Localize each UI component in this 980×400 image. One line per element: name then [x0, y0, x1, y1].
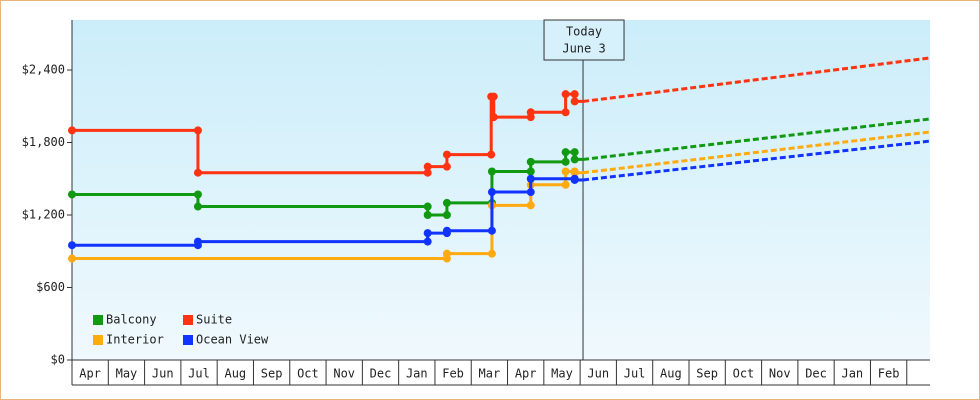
- x-tick-label: Jul: [624, 367, 646, 381]
- price-marker: [487, 167, 496, 176]
- x-tick-label: Feb: [442, 367, 464, 381]
- x-tick-label: Nov: [769, 367, 791, 381]
- price-marker: [68, 190, 76, 199]
- legend-swatch: [93, 335, 103, 345]
- price-marker: [442, 150, 451, 159]
- price-marker: [423, 162, 432, 171]
- y-tick-label: $1,800: [22, 135, 65, 149]
- price-marker: [489, 113, 498, 122]
- projection-line: [582, 139, 931, 182]
- price-marker: [442, 249, 451, 258]
- price-marker: [526, 174, 535, 183]
- price-marker: [570, 175, 579, 184]
- x-tick-label: Jan: [841, 367, 863, 381]
- price-marker: [193, 202, 202, 211]
- today-box: [543, 19, 625, 61]
- projection-line: [582, 130, 931, 175]
- price-marker: [570, 90, 579, 99]
- x-tick-label: Jul: [188, 367, 210, 381]
- price-marker: [570, 148, 579, 157]
- price-marker: [423, 168, 432, 177]
- price-marker: [423, 211, 432, 220]
- price-marker: [526, 157, 535, 166]
- x-tick-label: Dec: [370, 367, 392, 381]
- price-marker: [526, 188, 535, 197]
- x-tick-label: Apr: [515, 367, 537, 381]
- price-marker: [526, 108, 535, 117]
- x-tick-label: Sep: [261, 367, 283, 381]
- price-marker: [193, 190, 202, 199]
- legend-swatch: [183, 315, 193, 325]
- x-tick-label: Aug: [224, 367, 246, 381]
- legend-label: Suite: [196, 313, 232, 327]
- legend-label: Ocean View: [196, 333, 269, 347]
- price-marker: [193, 237, 202, 246]
- price-marker: [561, 148, 570, 157]
- x-tick-label: May: [551, 367, 573, 381]
- y-tick-label: $2,400: [22, 63, 65, 77]
- x-tick-label: Apr: [79, 367, 101, 381]
- price-marker: [489, 92, 498, 101]
- x-tick-label: Nov: [333, 367, 355, 381]
- price-marker: [442, 198, 451, 207]
- x-tick-label: Jun: [152, 367, 174, 381]
- x-tick-label: Oct: [733, 367, 755, 381]
- today-label: Today: [566, 25, 602, 39]
- price-marker: [561, 108, 570, 117]
- price-marker: [526, 201, 535, 210]
- x-tick-label: Aug: [660, 367, 682, 381]
- x-tick-label: Jun: [587, 367, 609, 381]
- price-marker: [487, 188, 496, 197]
- price-marker: [570, 155, 579, 164]
- x-tick-label: Mar: [479, 367, 501, 381]
- price-marker: [442, 162, 451, 171]
- x-tick-label: Sep: [696, 367, 718, 381]
- projection-line: [582, 56, 931, 103]
- x-tick-label: Feb: [878, 367, 900, 381]
- price-marker: [570, 168, 579, 177]
- price-marker: [423, 229, 432, 238]
- series: [68, 117, 931, 220]
- price-marker: [487, 226, 496, 235]
- price-marker: [561, 180, 570, 189]
- price-marker: [487, 249, 496, 258]
- series: [68, 56, 931, 177]
- price-marker: [487, 150, 496, 159]
- price-marker: [561, 167, 570, 176]
- price-marker: [193, 126, 202, 135]
- price-marker: [561, 90, 570, 99]
- x-tick-label: May: [116, 367, 138, 381]
- series: [68, 139, 931, 250]
- y-tick-label: $0: [51, 353, 65, 367]
- legend-label: Balcony: [106, 313, 157, 327]
- price-marker: [561, 157, 570, 166]
- price-marker: [423, 202, 432, 211]
- price-marker: [442, 226, 451, 235]
- x-tick-label: Dec: [805, 367, 827, 381]
- legend-label: Interior: [106, 333, 164, 347]
- price-marker: [570, 97, 579, 106]
- price-marker: [68, 254, 76, 263]
- price-marker: [423, 237, 432, 246]
- projection-line: [582, 117, 931, 161]
- x-tick-label: Jan: [406, 367, 428, 381]
- price-marker: [193, 168, 202, 177]
- price-marker: [442, 211, 451, 220]
- price-marker: [68, 241, 76, 250]
- plot-area: [72, 20, 930, 360]
- legend-swatch: [93, 315, 103, 325]
- y-tick-label: $600: [36, 280, 65, 294]
- price-marker: [526, 167, 535, 176]
- x-tick-label: Oct: [297, 367, 319, 381]
- today-label: June 3: [562, 42, 605, 56]
- legend-swatch: [183, 335, 193, 345]
- y-tick-label: $1,200: [22, 208, 65, 222]
- price-marker: [68, 126, 76, 135]
